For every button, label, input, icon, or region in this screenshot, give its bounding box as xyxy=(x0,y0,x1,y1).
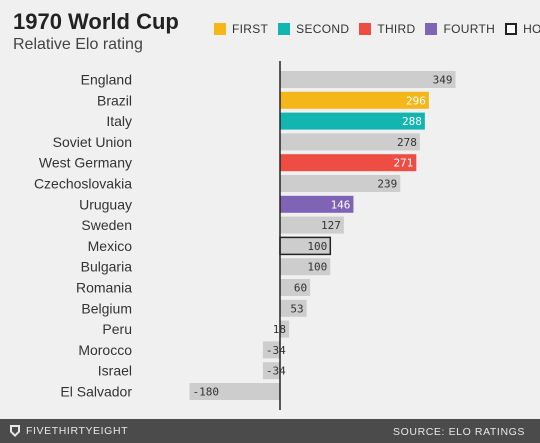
bar-morocco xyxy=(262,341,280,359)
category-label-england: England xyxy=(81,72,132,88)
legend-label-third: THIRD xyxy=(377,22,416,36)
bar-west-germany xyxy=(280,154,417,172)
bar-england xyxy=(280,71,456,88)
bar-czechoslovakia xyxy=(280,175,401,192)
bar-brazil xyxy=(280,91,429,109)
bar-uruguay xyxy=(280,195,354,213)
value-label-uruguay: 146 xyxy=(331,198,351,211)
bar-el-salvador xyxy=(189,383,280,400)
category-label-soviet-union: Soviet Union xyxy=(53,134,132,150)
source-note: SOURCE: ELO RATINGS xyxy=(393,426,525,438)
value-label-el-salvador: -180 xyxy=(192,386,219,399)
legend-swatch-host xyxy=(505,23,518,35)
value-label-romania: 60 xyxy=(294,282,307,295)
bar-sweden xyxy=(280,216,344,234)
category-label-sweden: Sweden xyxy=(81,217,132,233)
legend-swatch-second xyxy=(278,23,291,35)
value-label-morocco: -34 xyxy=(266,344,286,357)
category-label-italy: Italy xyxy=(106,113,132,129)
brand-mark-icon xyxy=(10,425,20,437)
bar-bulgaria xyxy=(280,258,331,276)
value-label-brazil: 296 xyxy=(406,94,426,107)
value-label-italy: 288 xyxy=(402,115,422,128)
value-label-west-germany: 271 xyxy=(393,157,413,170)
legend-item-host: HOST xyxy=(505,22,540,36)
legend-item-second: SECOND xyxy=(278,22,349,36)
legend-item-fourth: FOURTH xyxy=(425,22,495,36)
legend-item-third: THIRD xyxy=(359,22,415,36)
bar-soviet-union xyxy=(280,133,420,151)
category-label-israel: Israel xyxy=(98,363,132,379)
value-label-mexico: 100 xyxy=(307,240,327,253)
legend-swatch-third xyxy=(359,23,372,35)
chart-title: 1970 World Cup xyxy=(13,9,179,34)
value-label-israel: -34 xyxy=(266,365,286,378)
legend-item-first: FIRST xyxy=(214,22,268,36)
brand-name: FIVETHIRTYEIGHT xyxy=(26,425,129,437)
category-label-peru: Peru xyxy=(102,321,132,337)
category-label-mexico: Mexico xyxy=(88,238,133,254)
legend-swatch-fourth xyxy=(425,23,438,35)
legend-label-host: HOST xyxy=(523,22,540,36)
category-label-morocco: Morocco xyxy=(78,342,132,358)
value-label-sweden: 127 xyxy=(321,219,341,232)
value-label-soviet-union: 278 xyxy=(397,136,417,149)
category-label-west-germany: West Germany xyxy=(39,155,132,171)
category-label-belgium: Belgium xyxy=(81,300,132,316)
legend: FIRST SECOND THIRD FOURTH HOST xyxy=(214,22,540,36)
category-label-romania: Romania xyxy=(76,280,132,296)
value-label-belgium: 53 xyxy=(290,302,303,315)
bar-peru xyxy=(280,320,290,338)
chart-subtitle: Relative Elo rating xyxy=(13,36,143,53)
category-label-uruguay: Uruguay xyxy=(79,196,132,212)
footer: FIVETHIRTYEIGHT SOURCE: ELO RATINGS xyxy=(0,419,540,443)
bar-belgium xyxy=(280,299,307,317)
legend-label-second: SECOND xyxy=(296,22,350,36)
category-label-czechoslovakia: Czechoslovakia xyxy=(34,176,132,192)
value-label-england: 349 xyxy=(433,74,453,87)
brand-logo: FIVETHIRTYEIGHT xyxy=(10,425,128,437)
bar-israel xyxy=(262,362,280,380)
legend-label-first: FIRST xyxy=(232,22,269,36)
bar-romania xyxy=(280,279,311,296)
category-label-bulgaria: Bulgaria xyxy=(81,259,133,275)
category-label-brazil: Brazil xyxy=(97,92,132,108)
bar-chart: England 349 Brazil 296 Italy 288 Soviet Union 2… xyxy=(34,61,456,410)
value-label-bulgaria: 100 xyxy=(307,261,327,274)
value-label-czechoslovakia: 239 xyxy=(377,178,397,191)
bar-italy xyxy=(280,112,425,130)
legend-swatch-first xyxy=(214,23,226,35)
category-label-el-salvador: El Salvador xyxy=(60,384,132,400)
legend-label-fourth: FOURTH xyxy=(443,22,496,36)
